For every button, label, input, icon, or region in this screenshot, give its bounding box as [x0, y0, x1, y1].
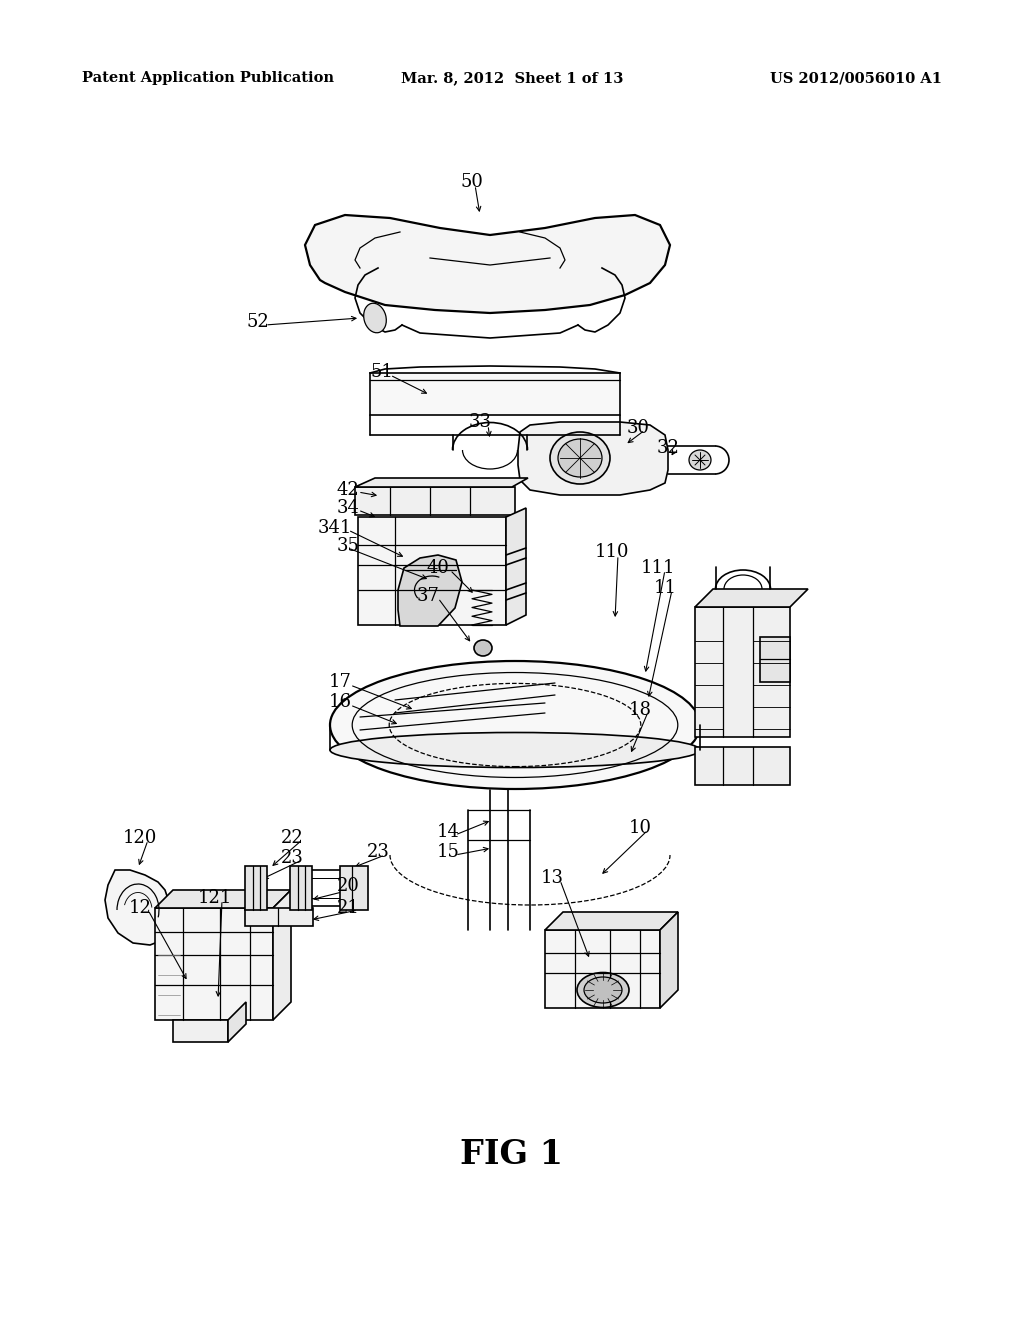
Bar [340, 866, 368, 909]
Text: 14: 14 [436, 822, 460, 841]
Bar [370, 374, 620, 414]
Ellipse shape [577, 973, 629, 1007]
Polygon shape [506, 508, 526, 624]
Text: 111: 111 [641, 558, 675, 577]
Text: 10: 10 [629, 818, 651, 837]
Text: 34: 34 [337, 499, 359, 517]
Polygon shape [660, 912, 678, 1008]
Bar [173, 1020, 228, 1041]
Ellipse shape [330, 661, 700, 789]
Polygon shape [105, 870, 170, 945]
Text: 52: 52 [247, 313, 269, 331]
Ellipse shape [330, 733, 700, 767]
Text: 40: 40 [427, 558, 450, 577]
Text: 23: 23 [281, 849, 303, 867]
Ellipse shape [364, 304, 386, 333]
Bar [760, 638, 790, 682]
Text: Mar. 8, 2012  Sheet 1 of 13: Mar. 8, 2012 Sheet 1 of 13 [400, 71, 624, 84]
Text: 121: 121 [198, 888, 232, 907]
Text: 42: 42 [337, 480, 359, 499]
Bar [545, 931, 660, 1008]
Bar [245, 908, 313, 927]
Text: 11: 11 [653, 579, 677, 597]
Text: 17: 17 [329, 673, 351, 690]
Text: Patent Application Publication: Patent Application Publication [82, 71, 334, 84]
Polygon shape [355, 478, 528, 487]
Polygon shape [273, 890, 291, 1020]
Polygon shape [305, 215, 670, 313]
Text: 21: 21 [337, 899, 359, 917]
Text: 20: 20 [337, 876, 359, 895]
Text: FIG 1: FIG 1 [461, 1138, 563, 1172]
Text: 23: 23 [367, 843, 389, 861]
Text: 50: 50 [461, 173, 483, 191]
Text: 35: 35 [337, 537, 359, 554]
Text: 12: 12 [129, 899, 152, 917]
Polygon shape [398, 554, 462, 626]
Bar [695, 607, 790, 737]
Text: 110: 110 [595, 543, 630, 561]
Text: 37: 37 [417, 587, 439, 605]
Bar [290, 866, 312, 909]
Bar [358, 517, 506, 624]
Bar [695, 747, 790, 785]
Polygon shape [228, 1002, 246, 1041]
Text: 18: 18 [629, 701, 651, 719]
Text: 22: 22 [281, 829, 303, 847]
Text: 33: 33 [469, 413, 492, 432]
Ellipse shape [550, 432, 610, 484]
Text: 15: 15 [436, 843, 460, 861]
Text: 16: 16 [329, 693, 351, 711]
Polygon shape [695, 589, 808, 607]
Text: 120: 120 [123, 829, 158, 847]
Polygon shape [155, 890, 291, 908]
Text: US 2012/0056010 A1: US 2012/0056010 A1 [770, 71, 942, 84]
Bar [245, 866, 267, 909]
Bar [155, 908, 273, 1020]
Text: 30: 30 [627, 418, 649, 437]
Ellipse shape [689, 450, 711, 470]
Ellipse shape [584, 977, 622, 1003]
Text: 32: 32 [656, 440, 680, 457]
Polygon shape [545, 912, 678, 931]
Ellipse shape [558, 440, 602, 477]
Polygon shape [518, 422, 668, 495]
Ellipse shape [474, 640, 492, 656]
Bar [355, 487, 515, 515]
Text: 341: 341 [317, 519, 352, 537]
Text: 13: 13 [541, 869, 563, 887]
Text: 51: 51 [371, 363, 393, 381]
